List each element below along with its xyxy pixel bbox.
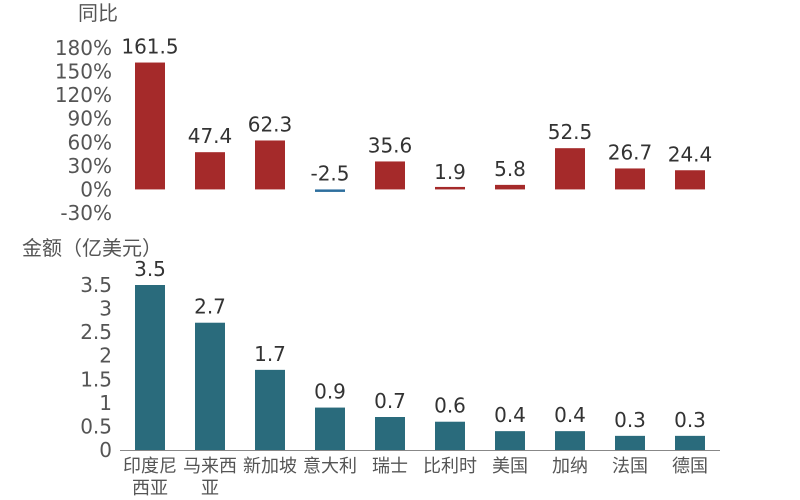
- yoy-y-tick: 60%: [68, 130, 112, 154]
- yoy-y-tick: -30%: [60, 201, 112, 225]
- category-label: 新加坡: [243, 456, 297, 477]
- category-label: 美国: [492, 456, 528, 477]
- amount-y-tick: 3: [99, 297, 112, 321]
- yoy-value-label: 26.7: [608, 140, 653, 164]
- amount-y-tick: 0.5: [80, 414, 112, 438]
- category-label: 意大利: [303, 456, 357, 477]
- yoy-data-labels: 161.5 47.4 62.3 -2.5 35.6 1.9 5.8 52.5 26.7 24.4: [121, 35, 712, 186]
- yoy-value-label: 5.8: [494, 157, 526, 181]
- category-label: 马来西亚: [183, 456, 237, 499]
- category-label: 印度尼西亚: [123, 456, 177, 499]
- amount-bars: [135, 285, 705, 450]
- yoy-bar: [315, 189, 345, 192]
- category-label-line: 比利时: [423, 456, 477, 477]
- amount-value-label: 0.4: [554, 403, 586, 427]
- category-label-line: 意大利: [303, 456, 357, 477]
- category-label: 瑞士: [372, 456, 408, 477]
- amount-bar: [675, 435, 705, 450]
- yoy-y-tick: 120%: [55, 83, 112, 107]
- yoy-value-label: 47.4: [188, 124, 233, 148]
- amount-y-tick: 3.5: [80, 273, 112, 297]
- yoy-bar: [615, 168, 645, 190]
- amount-bar: [615, 435, 645, 450]
- amount-y-ticks: 3.532.521.510.50: [80, 273, 112, 462]
- yoy-chart: 同比 180%150%120%90%60%30%0%-30% 161.5 47.4…: [55, 1, 712, 225]
- yoy-bar: [375, 161, 405, 190]
- amount-bar: [375, 417, 405, 450]
- category-label-line: 瑞士: [372, 456, 408, 477]
- yoy-bars: [135, 62, 705, 192]
- yoy-bar: [195, 152, 225, 190]
- yoy-bar: [255, 140, 285, 190]
- yoy-value-label: 161.5: [121, 35, 178, 59]
- category-label: 德国: [672, 456, 708, 477]
- category-label-line: 美国: [492, 456, 528, 477]
- yoy-value-label: 62.3: [248, 112, 293, 136]
- amount-value-label: 0.3: [674, 408, 706, 432]
- yoy-value-label: 35.6: [368, 133, 413, 157]
- amount-value-label: 0.6: [434, 394, 466, 418]
- category-label: 比利时: [423, 456, 477, 477]
- amount-bar: [495, 431, 525, 450]
- amount-bar: [255, 369, 285, 450]
- yoy-axis-title: 同比: [78, 1, 118, 25]
- amount-value-label: 1.7: [254, 342, 286, 366]
- yoy-bar: [435, 186, 465, 190]
- yoy-value-label: 52.5: [548, 120, 593, 144]
- category-label-line: 印度尼: [123, 456, 177, 477]
- amount-bar: [195, 322, 225, 450]
- yoy-value-label: 1.9: [434, 160, 466, 184]
- category-label-line: 法国: [612, 456, 648, 477]
- yoy-y-tick: 0%: [80, 177, 112, 201]
- category-label-line: 德国: [672, 456, 708, 477]
- amount-value-label: 3.5: [134, 257, 166, 281]
- category-label-line: 西亚: [132, 478, 168, 499]
- amount-y-tick: 1.5: [80, 367, 112, 391]
- yoy-bar: [675, 170, 705, 190]
- category-label-line: 亚: [201, 478, 219, 499]
- category-label: 法国: [612, 456, 648, 477]
- yoy-y-tick: 30%: [68, 154, 112, 178]
- amount-y-tick: 2: [99, 344, 112, 368]
- yoy-y-tick: 150%: [55, 60, 112, 84]
- amount-value-label: 0.4: [494, 403, 526, 427]
- amount-bar: [135, 285, 165, 450]
- yoy-value-label: -2.5: [310, 161, 349, 185]
- yoy-y-tick: 90%: [68, 107, 112, 131]
- amount-value-label: 0.7: [374, 389, 406, 413]
- amount-bar: [555, 431, 585, 450]
- yoy-bar: [135, 62, 165, 190]
- yoy-y-ticks: 180%150%120%90%60%30%0%-30%: [55, 36, 112, 225]
- category-label: 加纳: [552, 456, 588, 477]
- amount-bar: [315, 407, 345, 450]
- amount-axis-title: 金额（亿美元）: [22, 236, 162, 260]
- amount-value-label: 0.9: [314, 380, 346, 404]
- amount-value-label: 2.7: [194, 295, 226, 319]
- yoy-y-tick: 180%: [55, 36, 112, 60]
- category-label-line: 马来西: [183, 456, 237, 477]
- yoy-bar: [555, 148, 585, 190]
- amount-data-labels: 3.5 2.7 1.7 0.9 0.7 0.6 0.4 0.4 0.3 0.3: [134, 257, 706, 432]
- amount-y-tick: 2.5: [80, 320, 112, 344]
- category-label-line: 加纳: [552, 456, 588, 477]
- yoy-bar: [495, 184, 525, 190]
- amount-value-label: 0.3: [614, 408, 646, 432]
- amount-y-tick: 1: [99, 391, 112, 415]
- amount-chart: 金额（亿美元） 3.532.521.510.50 3.52.71.70.9 0.7…: [22, 236, 720, 499]
- amount-bar: [435, 421, 465, 450]
- category-label-line: 新加坡: [243, 456, 297, 477]
- yoy-value-label: 24.4: [668, 142, 713, 166]
- amount-y-tick: 0: [99, 438, 112, 462]
